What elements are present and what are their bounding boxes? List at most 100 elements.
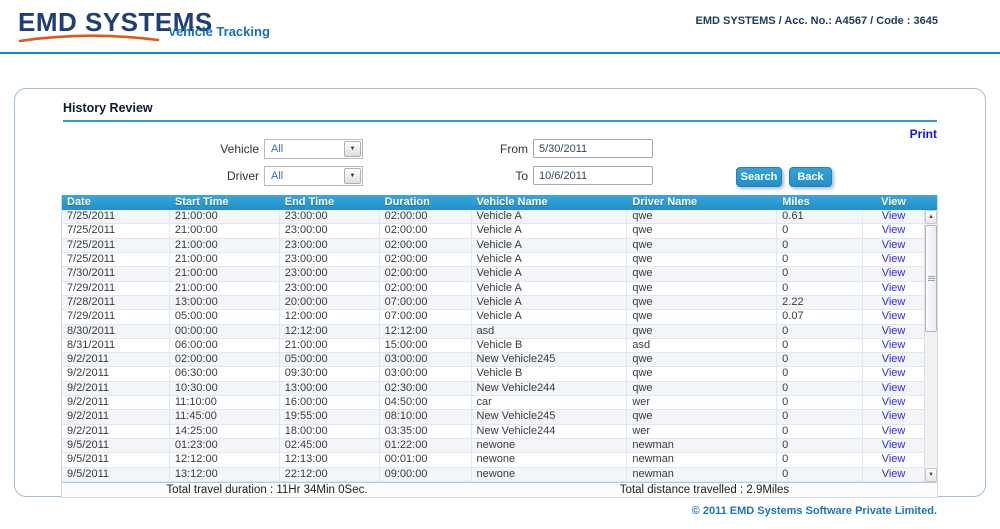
- table-cell: Vehicle A: [472, 267, 628, 280]
- view-link[interactable]: View: [863, 296, 924, 309]
- table-cell: 02:00:00: [380, 267, 472, 280]
- view-link[interactable]: View: [863, 468, 924, 481]
- from-date-input[interactable]: [533, 139, 653, 158]
- table-cell: 19:55:00: [280, 410, 380, 423]
- table-cell: qwe: [627, 224, 777, 237]
- table-row: 7/25/201121:00:0023:00:0002:00:00Vehicle…: [62, 210, 924, 224]
- vehicle-select-button[interactable]: ▼: [344, 141, 361, 157]
- table-cell: Vehicle B: [472, 367, 628, 380]
- table-cell: 0: [777, 439, 863, 452]
- vehicle-select[interactable]: All ▼: [264, 139, 363, 159]
- vehicle-label: Vehicle: [63, 139, 259, 159]
- scrollbar-track[interactable]: [925, 224, 937, 468]
- scroll-up-button[interactable]: ▲: [925, 210, 937, 224]
- view-link[interactable]: View: [863, 310, 924, 323]
- view-link[interactable]: View: [863, 253, 924, 266]
- table-cell: 21:00:00: [170, 224, 280, 237]
- table-cell: 0: [777, 353, 863, 366]
- table-cell: 05:00:00: [170, 310, 280, 323]
- view-link[interactable]: View: [863, 410, 924, 423]
- table-cell: qwe: [627, 310, 777, 323]
- view-link[interactable]: View: [863, 353, 924, 366]
- table-cell: 21:00:00: [170, 282, 280, 295]
- table-cell: 21:00:00: [170, 210, 280, 223]
- view-link[interactable]: View: [863, 339, 924, 352]
- table-scrollbar[interactable]: ▲ ▼: [924, 210, 937, 482]
- grip-icon: [928, 278, 935, 279]
- table-row: 7/25/201121:00:0023:00:0002:00:00Vehicle…: [62, 253, 924, 267]
- driver-select[interactable]: All ▼: [264, 166, 363, 186]
- table-cell: qwe: [627, 325, 777, 338]
- history-table: DateStart TimeEnd TimeDurationVehicle Na…: [61, 195, 938, 498]
- table-cell: 0: [777, 267, 863, 280]
- view-link[interactable]: View: [863, 396, 924, 409]
- view-link[interactable]: View: [863, 267, 924, 280]
- back-button[interactable]: Back: [789, 167, 832, 187]
- column-header: View: [863, 195, 924, 210]
- table-cell: 0.07: [777, 310, 863, 323]
- view-link[interactable]: View: [863, 210, 924, 223]
- table-cell: 7/29/2011: [62, 282, 170, 295]
- history-review-panel: History Review Print Vehicle All ▼ Drive…: [14, 88, 986, 497]
- table-row: 9/5/201113:12:0022:12:0009:00:00newonene…: [62, 468, 924, 482]
- table-cell: 23:00:00: [280, 282, 380, 295]
- table-cell: 7/25/2011: [62, 239, 170, 252]
- table-cell: New Vehicle245: [472, 410, 628, 423]
- view-link[interactable]: View: [863, 425, 924, 438]
- table-cell: New Vehicle245: [472, 353, 628, 366]
- table-cell: 0: [777, 253, 863, 266]
- table-row: 9/2/201102:00:0005:00:0003:00:00New Vehi…: [62, 353, 924, 367]
- table-cell: 00:01:00: [380, 453, 472, 466]
- table-cell: 0: [777, 453, 863, 466]
- scroll-down-button[interactable]: ▼: [925, 468, 937, 482]
- table-cell: 7/28/2011: [62, 296, 170, 309]
- table-cell: 9/2/2011: [62, 382, 170, 395]
- column-header: Duration: [380, 195, 472, 210]
- table-cell: New Vehicle244: [472, 382, 628, 395]
- table-cell: 23:00:00: [280, 239, 380, 252]
- table-cell: 02:00:00: [380, 282, 472, 295]
- table-cell: 0: [777, 468, 863, 481]
- from-label: From: [428, 139, 528, 159]
- view-link[interactable]: View: [863, 382, 924, 395]
- table-cell: 0: [777, 339, 863, 352]
- view-link[interactable]: View: [863, 367, 924, 380]
- copyright-text: © 2011 EMD Systems Software Private Limi…: [692, 505, 937, 517]
- driver-select-value: All: [265, 170, 344, 182]
- table-cell: Vehicle A: [472, 224, 628, 237]
- table-row: 9/2/201106:30:0009:30:0003:00:00Vehicle …: [62, 367, 924, 381]
- view-link[interactable]: View: [863, 282, 924, 295]
- arrow-up-icon: ▲: [928, 214, 934, 220]
- filter-section: Vehicle All ▼ Driver All ▼ From To Searc…: [63, 139, 937, 195]
- view-link[interactable]: View: [863, 224, 924, 237]
- table-cell: 07:00:00: [380, 310, 472, 323]
- search-button[interactable]: Search: [736, 167, 782, 187]
- table-row: 7/25/201121:00:0023:00:0002:00:00Vehicle…: [62, 239, 924, 253]
- view-link[interactable]: View: [863, 439, 924, 452]
- table-cell: 9/5/2011: [62, 468, 170, 481]
- view-link[interactable]: View: [863, 453, 924, 466]
- table-cell: 14:25:00: [170, 425, 280, 438]
- table-cell: 8/31/2011: [62, 339, 170, 352]
- table-row: 9/2/201111:10:0016:00:0004:50:00carwer0V…: [62, 396, 924, 410]
- table-cell: 02:30:00: [380, 382, 472, 395]
- view-link[interactable]: View: [863, 239, 924, 252]
- table-cell: newman: [627, 453, 777, 466]
- table-cell: newone: [472, 439, 628, 452]
- table-cell: 0: [777, 325, 863, 338]
- table-cell: 13:12:00: [170, 468, 280, 481]
- chevron-down-icon: ▼: [350, 173, 356, 179]
- view-link[interactable]: View: [863, 325, 924, 338]
- table-cell: Vehicle A: [472, 253, 628, 266]
- scrollbar-thumb[interactable]: [925, 225, 937, 332]
- table-cell: 10:30:00: [170, 382, 280, 395]
- driver-select-button[interactable]: ▼: [344, 168, 361, 184]
- table-cell: 03:00:00: [380, 353, 472, 366]
- to-date-input[interactable]: [533, 166, 653, 185]
- table-cell: 21:00:00: [170, 239, 280, 252]
- table-cell: 20:00:00: [280, 296, 380, 309]
- table-cell: 07:00:00: [380, 296, 472, 309]
- table-cell: qwe: [627, 353, 777, 366]
- arrow-down-icon: ▼: [928, 472, 934, 478]
- table-cell: wer: [627, 425, 777, 438]
